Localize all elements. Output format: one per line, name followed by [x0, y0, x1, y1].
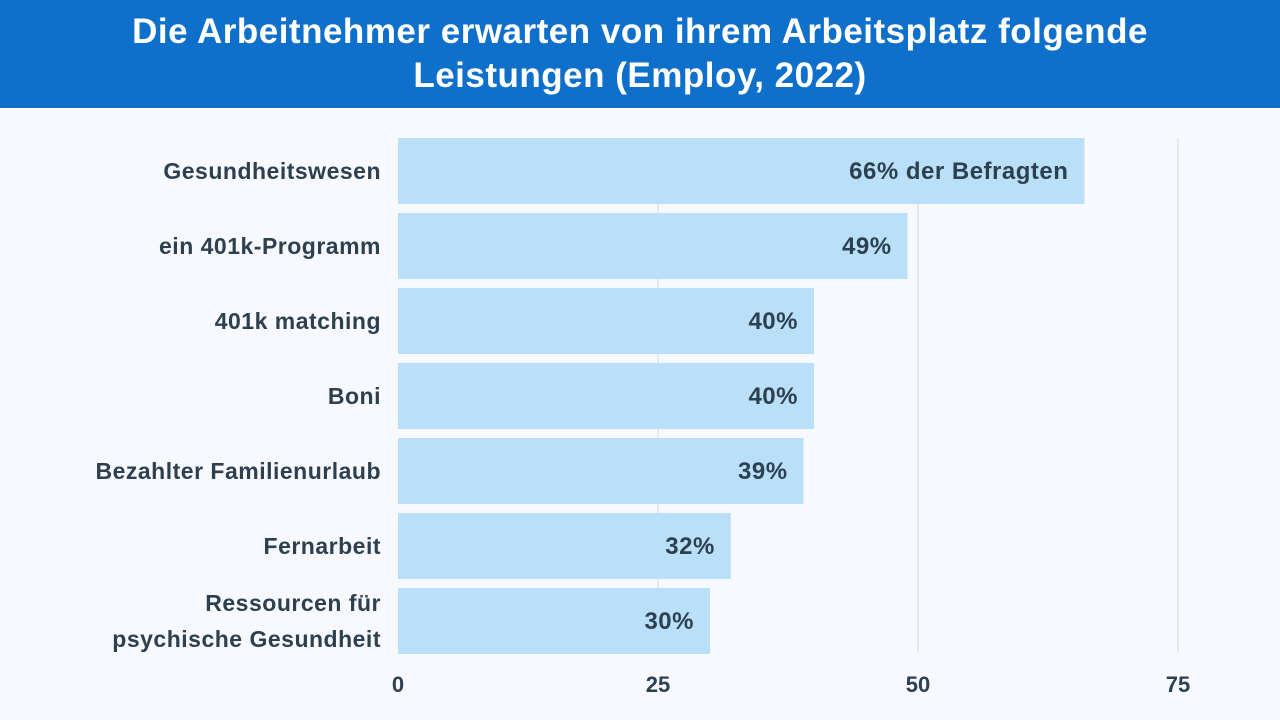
category-label: Bezahlter Familienurlaub [95, 458, 381, 484]
bar [398, 213, 908, 279]
bar [398, 438, 804, 504]
data-label: 32% [665, 533, 715, 560]
category-label: psychische Gesundheit [112, 626, 381, 652]
bar [398, 288, 814, 354]
x-tick-label: 75 [1166, 672, 1190, 697]
bar [398, 513, 731, 579]
category-label: Boni [328, 383, 381, 409]
data-label: 39% [738, 458, 788, 485]
x-tick-label: 0 [392, 672, 404, 697]
x-tick-label: 50 [906, 672, 930, 697]
data-label: 40% [748, 308, 798, 335]
category-label: 401k matching [215, 308, 381, 334]
chart-title: Die Arbeitnehmer erwarten von ihrem Arbe… [132, 12, 1148, 95]
category-label: Fernarbeit [264, 533, 381, 559]
data-label: 30% [644, 608, 694, 635]
x-tick-label: 25 [646, 672, 670, 697]
bar [398, 138, 1085, 204]
data-label: 66% der Befragten [849, 158, 1068, 185]
data-label: 40% [748, 383, 798, 410]
title-banner: Die Arbeitnehmer erwarten von ihrem Arbe… [0, 0, 1280, 108]
category-label: ein 401k-Programm [159, 233, 381, 259]
category-label: Gesundheitswesen [163, 158, 381, 184]
bar [398, 363, 814, 429]
category-label: Ressourcen für [205, 590, 381, 616]
bar [398, 588, 710, 654]
data-label: 49% [842, 233, 892, 260]
